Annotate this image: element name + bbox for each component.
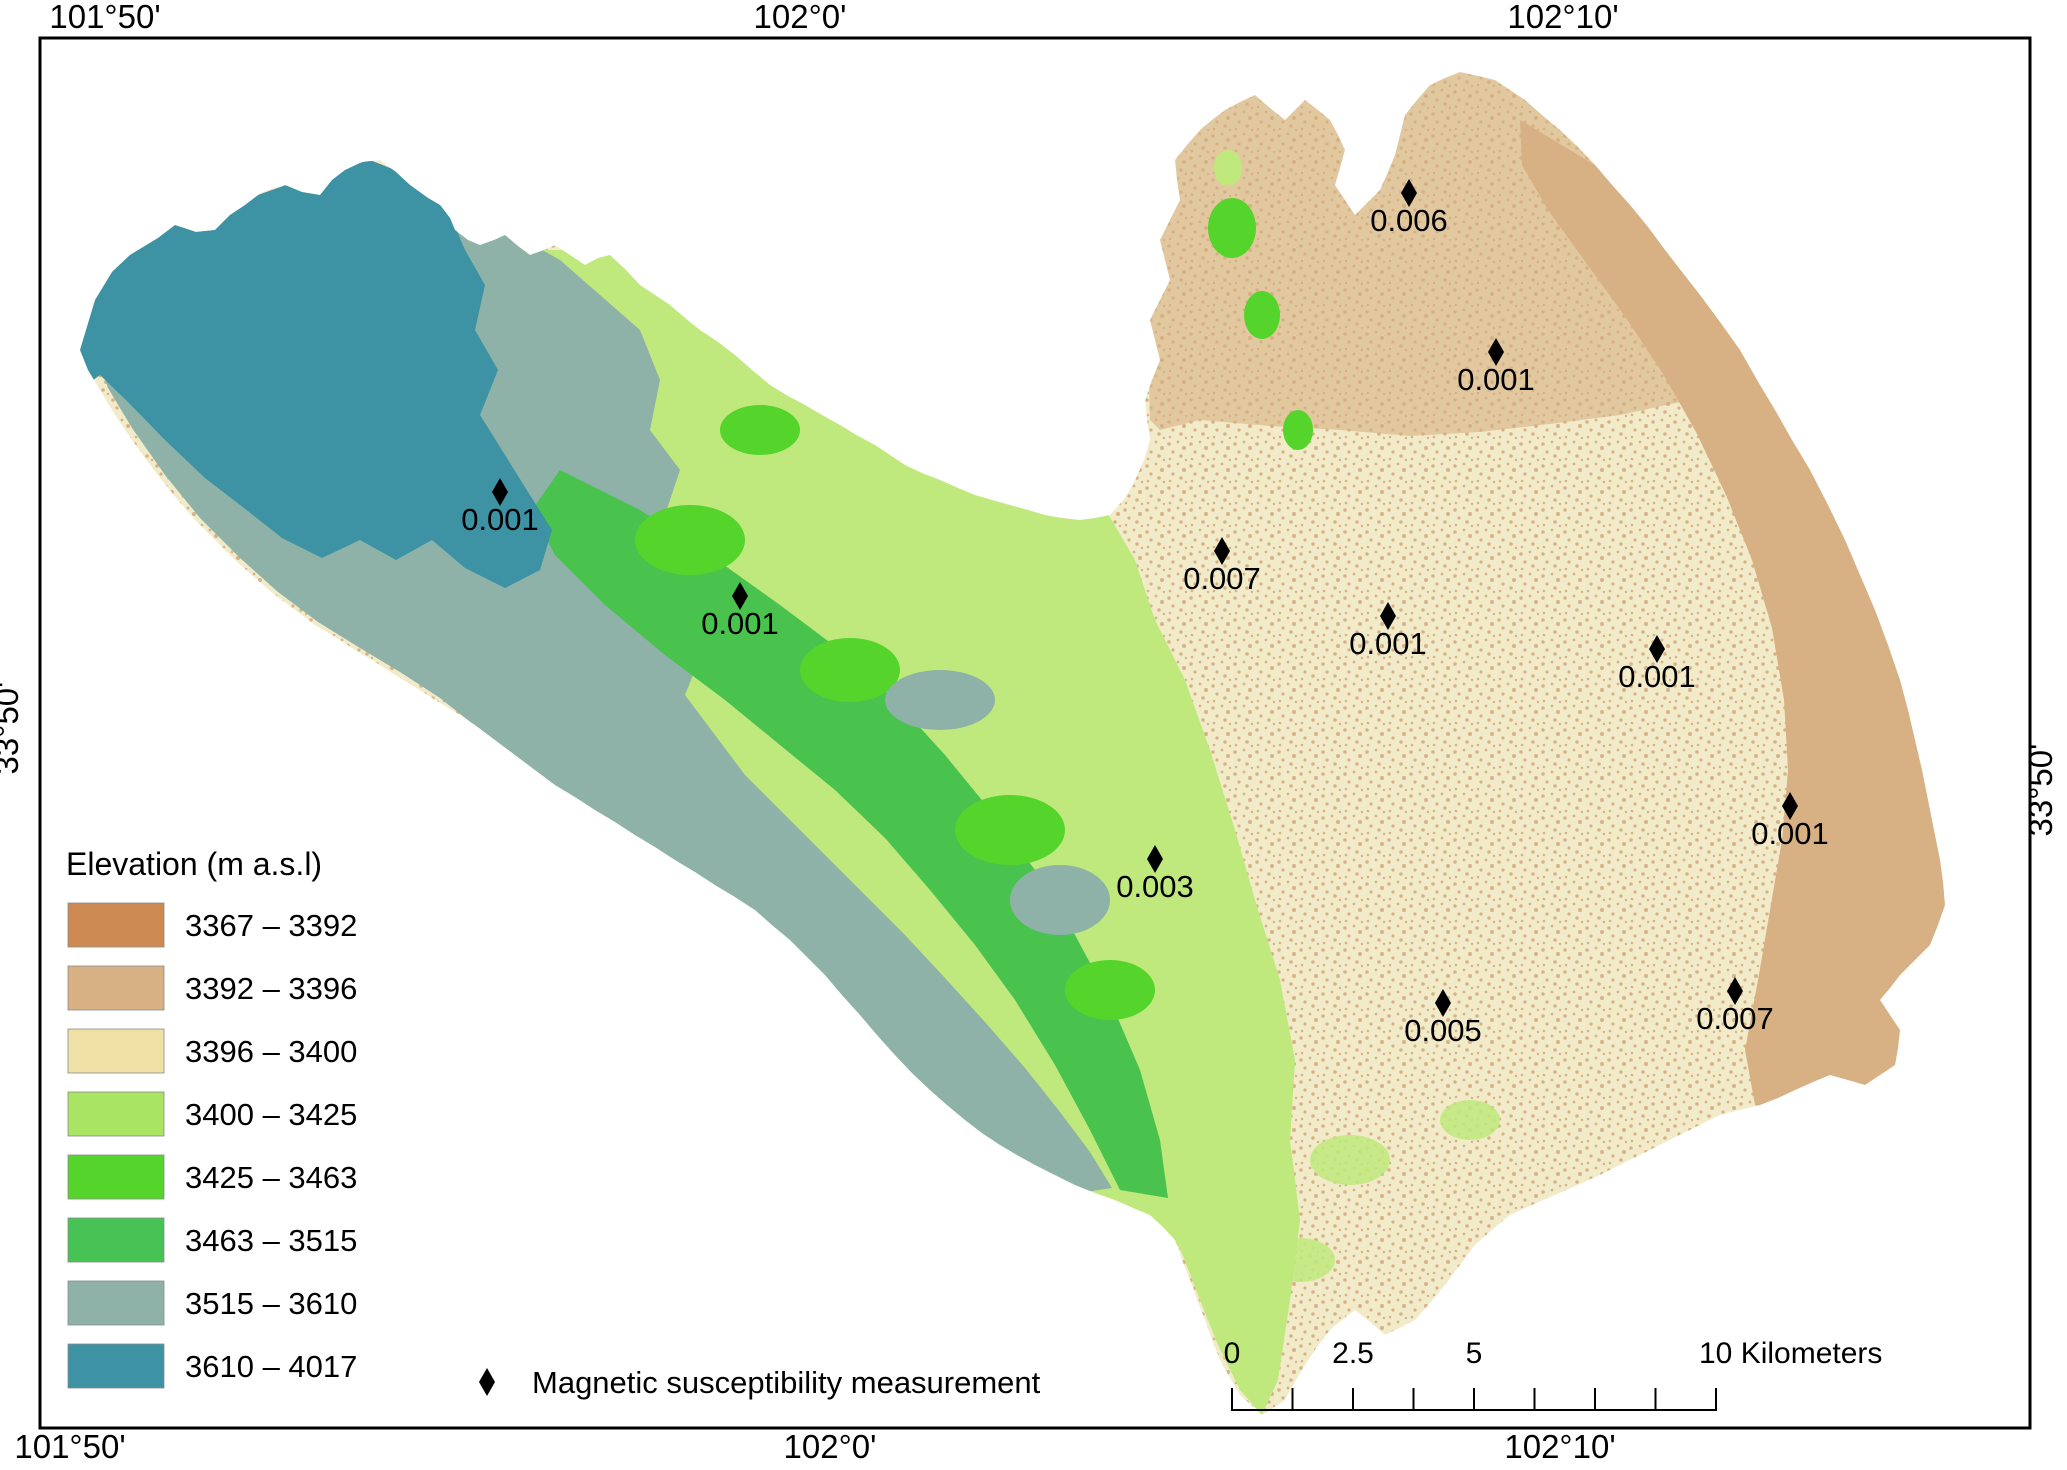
green-patch — [1283, 410, 1313, 450]
elevation-zone-3392-3396-east — [1520, 120, 1945, 1120]
measurement-value: 0.006 — [1370, 203, 1448, 238]
scalebar-number: 0 — [1224, 1337, 1241, 1370]
legend-range-label: 3392 – 3396 — [185, 971, 357, 1006]
elevation-zone-3425-3463 — [720, 405, 800, 455]
axis-label-left: 33°50' — [0, 682, 25, 775]
axis-label-right: 33°50' — [2022, 744, 2059, 837]
legend-swatch — [67, 902, 165, 948]
legend-row: 3425 – 3463 — [67, 1154, 357, 1200]
legend-row: 3396 – 3400 — [67, 1028, 357, 1074]
measurements-layer: 0.006 0.001 0.001 0.001 0.007 0.001 0.001 0.001… — [461, 179, 1829, 1048]
measurement-point: 0.001 — [1751, 792, 1829, 851]
measurement-point: 0.001 — [1457, 338, 1535, 397]
measurement-diamond-icon — [732, 582, 748, 610]
measurement-point: 0.001 — [1349, 602, 1427, 661]
elevation-zone-3425-3463 — [800, 638, 900, 702]
measurement-point: 0.001 — [461, 478, 539, 537]
gray-teal-island — [1010, 865, 1110, 935]
legend-swatch — [67, 1217, 165, 1263]
legend-swatch — [67, 965, 165, 1011]
axis-label-top: 102°10' — [1507, 0, 1618, 35]
legend-range-label: 3515 – 3610 — [185, 1286, 357, 1321]
elevation-zone-3425-3463 — [635, 505, 745, 575]
legend-title: Elevation (m a.s.l) — [66, 846, 322, 882]
legend-range-label: 3396 – 3400 — [185, 1034, 357, 1069]
measurement-value: 0.001 — [1618, 659, 1696, 694]
legend-range-label: 3463 – 3515 — [185, 1223, 357, 1258]
legend-row: 3610 – 4017 — [67, 1343, 357, 1389]
scalebar-ruler — [1231, 1388, 1717, 1411]
axis-label-bottom: 102°0' — [784, 1428, 877, 1465]
measurement-value: 0.001 — [461, 502, 539, 537]
elevation-zone-3425-3463 — [955, 795, 1065, 865]
measurement-value: 0.005 — [1404, 1013, 1482, 1048]
legend-swatch — [67, 1091, 165, 1137]
measurement-value: 0.007 — [1696, 1001, 1774, 1036]
axis-label-bottom: 102°10' — [1504, 1428, 1615, 1465]
measurement-value: 0.001 — [1751, 816, 1829, 851]
measurement-diamond-icon — [492, 478, 508, 506]
scalebar-units-label: 10 Kilometers — [1699, 1337, 1882, 1370]
green-patch — [1244, 291, 1280, 339]
measurement-diamond-icon — [1380, 602, 1396, 630]
measurement-point: 0.006 — [1370, 179, 1448, 238]
axis-label-bottom: 101°50' — [14, 1428, 125, 1465]
legend-swatch — [67, 1154, 165, 1200]
measurement-diamond-icon — [1401, 179, 1417, 207]
measurement-diamond-icon — [1214, 537, 1230, 565]
legend-range-label: 3610 – 4017 — [185, 1349, 357, 1384]
legend-swatch — [67, 1343, 165, 1389]
legend-row: 3392 – 3396 — [67, 965, 357, 1011]
scalebar-number: 5 — [1466, 1337, 1483, 1370]
measurement-value: 0.001 — [1349, 626, 1427, 661]
legend: Elevation (m a.s.l) 3367 – 3392 3392 – 3… — [66, 846, 1041, 1400]
gray-teal-island — [885, 670, 995, 730]
measurement-point: 0.007 — [1696, 977, 1774, 1036]
legend-marker-row: Magnetic susceptibility measurement — [479, 1365, 1041, 1400]
measurement-point: 0.005 — [1404, 989, 1482, 1048]
green-patch — [1214, 150, 1242, 186]
measurement-diamond-icon — [1147, 845, 1163, 873]
elevation-zone-3610-4017 — [80, 160, 552, 588]
scalebar-number: 2.5 — [1332, 1337, 1374, 1370]
measurement-value: 0.003 — [1116, 869, 1194, 904]
elevation-zone-3463-3515 — [532, 470, 1168, 1198]
legend-range-label: 3425 – 3463 — [185, 1160, 357, 1195]
legend-marker-label: Magnetic susceptibility measurement — [532, 1365, 1041, 1400]
measurement-diamond-icon — [479, 1368, 495, 1396]
axis-label-top: 101°50' — [49, 0, 160, 35]
measurement-point: 0.003 — [1116, 845, 1194, 904]
measurement-diamond-icon — [1727, 977, 1743, 1005]
measurement-diamond-icon — [1435, 989, 1451, 1017]
axis-label-top: 102°0' — [754, 0, 847, 35]
legend-swatch — [67, 1028, 165, 1074]
green-patch — [1208, 198, 1256, 258]
green-patch — [1440, 1100, 1500, 1140]
green-patch — [1310, 1135, 1390, 1185]
measurement-diamond-icon — [1488, 338, 1504, 366]
legend-row: 3400 – 3425 — [67, 1091, 357, 1137]
measurement-point: 0.001 — [1618, 635, 1696, 694]
legend-row: 3463 – 3515 — [67, 1217, 357, 1263]
measurement-point: 0.001 — [701, 582, 779, 641]
legend-range-label: 3367 – 3392 — [185, 908, 357, 943]
measurement-point: 0.007 — [1183, 537, 1261, 596]
legend-swatch — [67, 1280, 165, 1326]
legend-row: 3367 – 3392 — [67, 902, 357, 948]
legend-range-label: 3400 – 3425 — [185, 1097, 357, 1132]
measurement-diamond-icon — [1782, 792, 1798, 820]
scalebar: 0 2.5 5 10 Kilometers — [1224, 1337, 1882, 1411]
green-patch — [1265, 1238, 1335, 1282]
measurement-value: 0.001 — [701, 606, 779, 641]
legend-row: 3515 – 3610 — [67, 1280, 357, 1326]
measurement-value: 0.001 — [1457, 362, 1535, 397]
measurement-diamond-icon — [1649, 635, 1665, 663]
measurement-value: 0.007 — [1183, 561, 1261, 596]
elevation-zone-3425-3463 — [1065, 960, 1155, 1020]
